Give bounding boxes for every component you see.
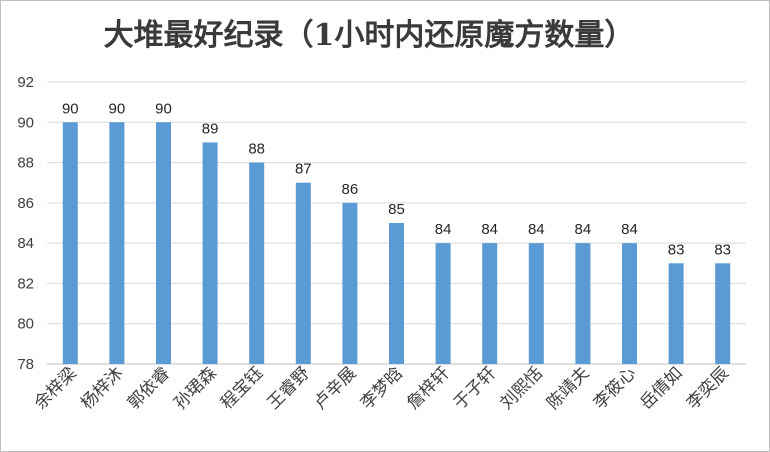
data-label: 84 (528, 221, 545, 238)
y-tick-label: 80 (17, 316, 34, 333)
y-tick-label: 92 (17, 74, 34, 91)
x-tick-label: 李筱心 (590, 363, 640, 413)
x-tick-label: 刘熙恬 (497, 363, 547, 413)
x-tick-label: 李奕辰 (683, 363, 733, 413)
data-label: 85 (388, 201, 405, 218)
data-label: 84 (621, 221, 638, 238)
y-tick-label: 84 (17, 235, 34, 252)
bar (62, 122, 78, 365)
x-tick-label: 孙珺森 (170, 363, 220, 413)
x-tick-label: 郭依睿 (124, 363, 174, 413)
x-tick-label: 李梦晗 (357, 363, 407, 413)
x-tick-label: 程宝钰 (217, 363, 267, 413)
data-label: 88 (248, 141, 265, 158)
bar (389, 223, 404, 364)
data-label: 83 (714, 241, 731, 258)
x-tick-label: 詹梓轩 (403, 363, 453, 413)
data-label: 86 (342, 181, 359, 198)
data-label: 84 (575, 221, 592, 238)
y-axis-tick-labels: 78 80 82 84 86 88 90 92 (17, 74, 34, 373)
data-label: 83 (668, 241, 685, 258)
data-label: 90 (155, 100, 172, 117)
chart-title: 大堆最好纪录（1小时内还原魔方数量） (104, 18, 635, 53)
data-label: 84 (435, 221, 452, 238)
x-tick-label: 卢辛展 (310, 363, 360, 413)
bar (202, 142, 218, 364)
data-labels: 90 90 90 89 88 87 86 85 84 84 84 84 84 83 83 (62, 100, 731, 258)
bar (482, 243, 498, 364)
data-label: 89 (202, 120, 219, 137)
bar (715, 263, 731, 364)
bar (295, 182, 311, 364)
bar (622, 243, 637, 364)
x-tick-label: 岳倩如 (636, 363, 686, 413)
x-tick-label: 王睿野 (264, 363, 314, 413)
y-tick-label: 82 (17, 275, 34, 292)
bar (668, 263, 684, 364)
bar (249, 162, 265, 364)
x-axis-tick-labels: 余梓梁杨梓沐郭依睿孙珺森程宝钰王睿野卢辛展李梦晗詹梓轩于子轩刘熙恬陈靖夫李筱心岳… (31, 363, 734, 413)
bar (435, 243, 451, 364)
y-tick-label: 88 (17, 155, 34, 172)
bars (62, 122, 731, 365)
x-tick-label: 杨梓沐 (77, 363, 127, 413)
bar (575, 243, 591, 364)
data-label: 90 (109, 100, 126, 117)
bar (342, 202, 358, 364)
x-tick-label: 余梓梁 (31, 363, 81, 413)
data-label: 84 (481, 221, 498, 238)
bar (156, 122, 171, 365)
y-tick-label: 90 (17, 114, 34, 131)
x-tick-label: 于子轩 (450, 363, 500, 413)
data-label: 87 (295, 161, 312, 178)
y-tick-label: 78 (17, 356, 34, 373)
data-label: 90 (62, 100, 79, 117)
bar (528, 243, 544, 364)
y-tick-label: 86 (17, 195, 34, 212)
x-tick-label: 陈靖夫 (543, 363, 593, 413)
bar (109, 122, 125, 365)
